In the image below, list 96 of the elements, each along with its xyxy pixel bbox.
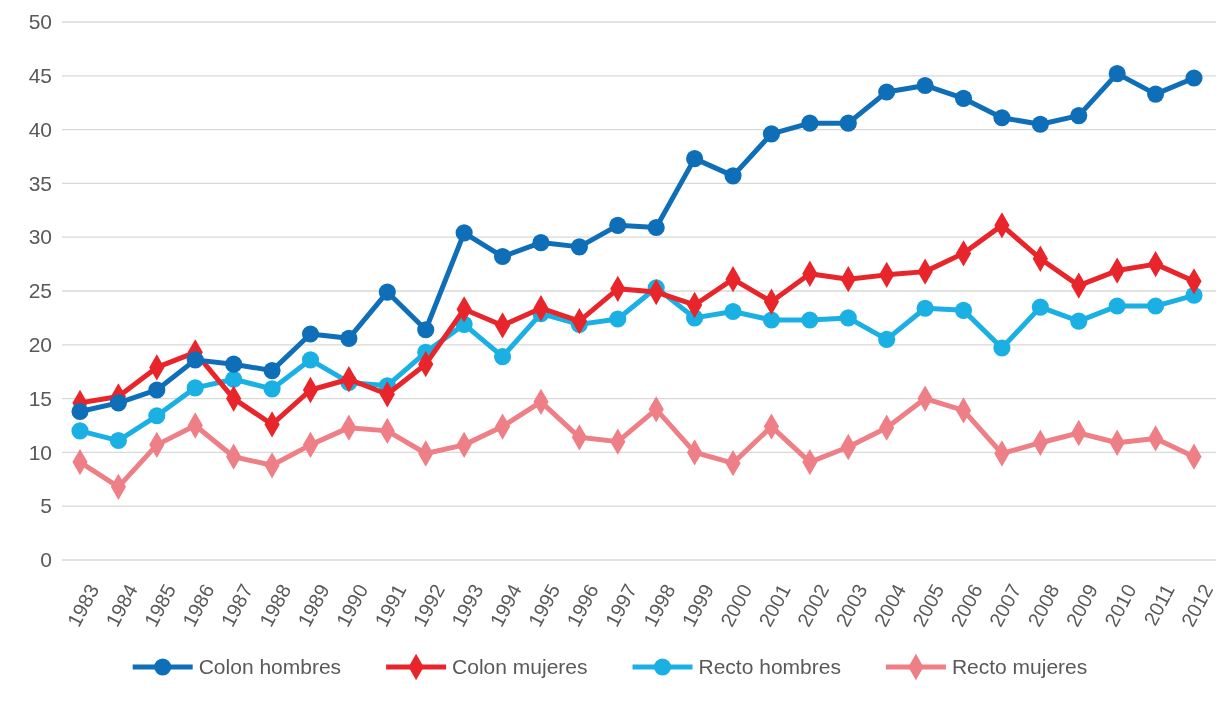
point [455,224,473,242]
point [1147,85,1165,103]
point [916,299,934,317]
point [263,380,281,398]
point [570,238,588,256]
x-tick-label: 1983 [62,580,104,631]
legend-label: Colon mujeres [452,655,588,679]
y-tick-label: 35 [28,171,52,195]
legend-label: Recto hombres [698,655,841,679]
y-tick-label: 0 [40,548,52,572]
y-tick-label: 30 [28,225,52,249]
point [109,432,127,450]
point [1147,297,1165,315]
x-tick-label: 2010 [1100,580,1141,631]
x-tick-label: 1992 [408,580,449,631]
point [609,216,627,234]
point [801,114,819,132]
y-tick-label: 25 [28,279,52,303]
point [340,329,358,347]
point [263,362,281,380]
x-tick-label: 2009 [1061,580,1103,631]
x-tick-label: 2007 [984,580,1026,631]
x-tick-label: 2001 [754,580,795,631]
y-tick-label: 5 [40,494,52,518]
point [954,89,973,107]
point [762,311,780,329]
point [109,394,127,412]
y-tick-label: 10 [28,440,52,464]
x-tick-label: 2008 [1023,580,1064,631]
x-tick-label: 2011 [1139,580,1179,629]
point [225,355,243,373]
x-tick-label: 2002 [792,580,834,631]
point [724,302,742,320]
point [1070,107,1088,125]
point [417,321,435,339]
point [839,309,857,327]
point [647,218,665,237]
point [993,339,1011,357]
point [762,125,780,143]
point [993,109,1011,127]
y-tick-label: 20 [28,333,52,357]
point [1108,297,1126,315]
x-tick-label: 2003 [831,580,872,631]
x-tick-label: 2005 [908,580,949,631]
x-tick-label: 1994 [485,580,526,631]
point [301,325,320,343]
point [148,381,166,399]
x-tick-label: 1989 [293,580,334,631]
y-tick-label: 45 [28,64,52,88]
x-tick-label: 1990 [331,580,373,631]
point [878,83,896,101]
point [71,402,89,421]
x-tick-label: 1999 [677,580,718,631]
point [186,351,204,369]
x-tick-label: 2004 [869,580,910,631]
point [148,407,166,425]
point [724,167,742,185]
x-tick-label: 2000 [715,580,757,631]
legend-label: Recto mujeres [951,655,1088,679]
point [1070,312,1088,330]
x-tick-label: 1995 [523,580,565,631]
point [494,248,512,266]
x-tick-label: 1987 [216,580,257,631]
point [225,370,243,388]
x-tick-label: 1993 [447,580,488,631]
y-tick-label: 40 [28,117,52,141]
point [301,351,320,369]
x-tick-label: 2006 [946,580,987,631]
point [186,379,204,397]
point [494,348,512,366]
point [609,310,627,328]
point [378,283,396,301]
point [916,76,934,95]
x-tick-label: 1998 [639,580,680,631]
point [1108,65,1126,83]
x-tick-label: 1997 [600,580,642,631]
x-tick-label: 1985 [139,580,181,631]
point [1031,298,1049,316]
point [801,311,819,329]
point [878,330,896,348]
legend-label: Colon hombres [198,655,342,679]
y-tick-label: 50 [28,10,52,34]
x-tick-label: 1996 [562,580,603,631]
point [839,114,857,132]
x-tick-label: 1988 [255,580,296,631]
y-tick-label: 15 [28,386,52,410]
x-tick-label: 2012 [1176,580,1218,631]
point [954,301,973,319]
point [532,234,550,252]
x-tick-label: 1986 [178,580,219,631]
point [1185,69,1203,87]
point [1031,115,1049,133]
point [686,150,704,168]
x-tick-label: 1991 [370,580,411,631]
point [71,422,89,440]
x-tick-label: 1984 [101,580,142,631]
